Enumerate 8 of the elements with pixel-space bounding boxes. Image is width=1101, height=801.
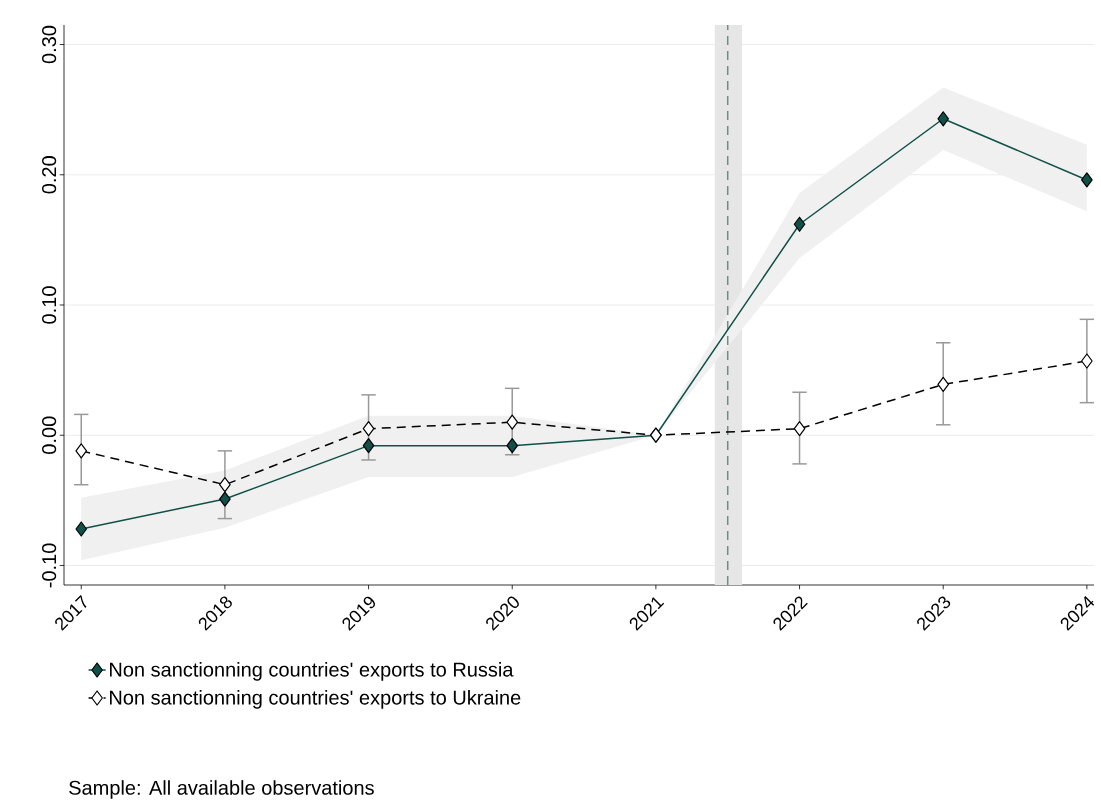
y-tick-label: 0.10: [42, 286, 57, 324]
legend-label: Non sanctionning countries' exports to Ukraine: [110, 690, 521, 709]
y-tick-label: 0.30: [42, 25, 57, 64]
y-tick-label: -0.10: [42, 543, 57, 588]
legend-label: Non sanctionning countries' exports to Russia: [110, 662, 514, 681]
y-tick-label: 0.20: [42, 156, 57, 194]
y-tick-label: 0.00: [42, 416, 57, 454]
text: Sample: All available observations: [69, 780, 374, 799]
